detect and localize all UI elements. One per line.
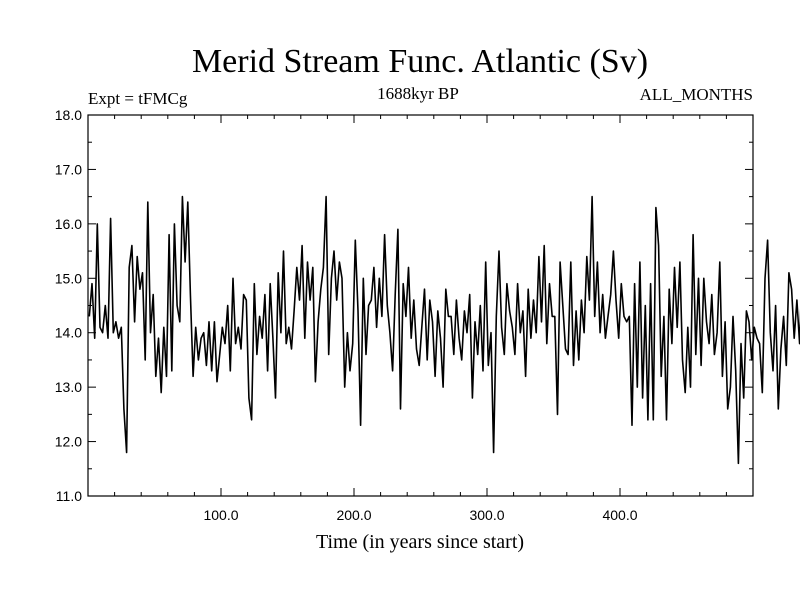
chart-title: Merid Stream Func. Atlantic (Sv) xyxy=(192,43,648,80)
subtitle-experiment: Expt = tFMCg xyxy=(88,89,188,108)
y-tick-label: 11.0 xyxy=(56,488,82,504)
y-tick-label: 17.0 xyxy=(55,161,82,177)
x-tick-label: 200.0 xyxy=(336,507,371,523)
y-tick-label: 12.0 xyxy=(55,434,82,450)
series-line xyxy=(88,195,800,465)
subtitle-period: 1688kyr BP xyxy=(377,84,459,103)
x-tick-label: 400.0 xyxy=(602,507,637,523)
y-tick-label: 16.0 xyxy=(55,216,82,232)
y-tick-label: 14.0 xyxy=(55,325,82,341)
x-tick-label: 100.0 xyxy=(203,507,238,523)
y-tick-label: 18.0 xyxy=(55,107,82,123)
subtitle-months: ALL_MONTHS xyxy=(640,85,753,104)
y-axis: 11.0 12.0 13.0 14.0 15.0 16.0 17.0 18.0 xyxy=(55,107,753,504)
x-axis-label: Time (in years since start) xyxy=(316,531,524,553)
x-tick-label: 300.0 xyxy=(469,507,504,523)
plot-frame xyxy=(87,114,754,497)
x-axis: 100.0 200.0 300.0 400.0 xyxy=(114,115,727,523)
y-tick-label: 13.0 xyxy=(55,379,82,395)
y-tick-label: 15.0 xyxy=(55,270,82,286)
